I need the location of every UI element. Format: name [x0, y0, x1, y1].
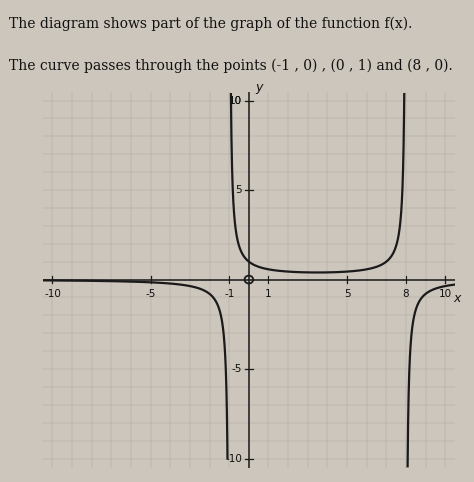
Text: 5: 5	[344, 289, 350, 299]
Text: The curve passes through the points (-1 , 0) , (0 , 1) and (8 , 0).: The curve passes through the points (-1 …	[9, 59, 453, 73]
Text: x: x	[453, 292, 461, 305]
Text: -5: -5	[232, 364, 242, 374]
Text: -5: -5	[146, 289, 156, 299]
Text: 1: 1	[265, 289, 272, 299]
Text: -1: -1	[224, 289, 235, 299]
Text: -10: -10	[225, 454, 242, 464]
Text: 10: 10	[229, 95, 242, 106]
Text: -10: -10	[44, 289, 61, 299]
Text: The diagram shows part of the graph of the function f(x).: The diagram shows part of the graph of t…	[9, 16, 413, 31]
Text: y: y	[255, 81, 263, 94]
Text: 5: 5	[236, 185, 242, 195]
Text: 10: 10	[438, 289, 452, 299]
Text: 8: 8	[402, 289, 409, 299]
Text: 10: 10	[229, 95, 242, 106]
